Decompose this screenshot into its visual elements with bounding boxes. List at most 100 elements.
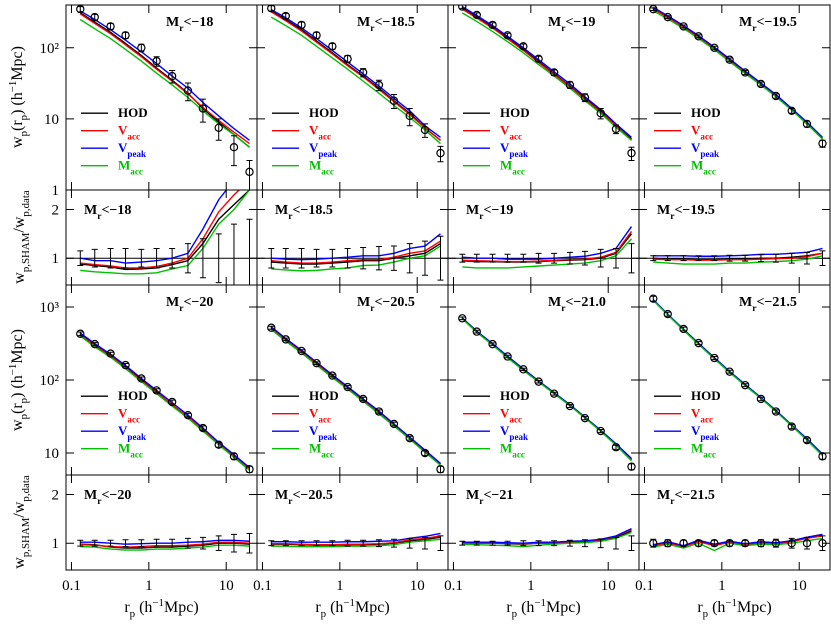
error-bar <box>695 341 702 346</box>
error-bar <box>421 240 428 276</box>
data-point <box>328 371 337 380</box>
error-bar <box>757 81 764 87</box>
legend-name: HOD <box>309 388 339 403</box>
data-point <box>297 20 306 30</box>
data-point <box>183 410 193 420</box>
data-point <box>229 452 239 461</box>
panel-label-part: <−21 <box>483 488 513 503</box>
legend-label: Vacc <box>500 406 522 425</box>
error-bar <box>298 540 305 547</box>
legend-name: V <box>500 406 510 421</box>
x-axis-title-part: −1 <box>725 597 737 609</box>
y-tick-label: 1 <box>52 536 60 552</box>
error-bar <box>459 540 466 546</box>
panel-label: Mr<−20.5 <box>275 488 333 507</box>
data-point <box>565 401 575 411</box>
legend-name: M <box>309 158 321 173</box>
plot-area <box>649 533 827 552</box>
y-tick-label: 1 <box>52 183 60 199</box>
y-axis-title-part: Mpc) <box>9 329 26 364</box>
error-bar <box>360 539 367 547</box>
legend-name: V <box>500 123 510 138</box>
error-bar <box>612 247 619 269</box>
x-tick-label: 0.1 <box>253 578 272 594</box>
error-bar <box>551 540 558 547</box>
x-axis-title-part: Mpc) <box>546 599 581 616</box>
panel-label-part: M <box>166 15 179 30</box>
error-bar <box>473 540 480 546</box>
legend-name: HOD <box>500 105 530 120</box>
data-point <box>503 352 512 361</box>
legend-name: V <box>309 140 319 155</box>
error-bar <box>473 329 480 334</box>
y-axis-title-part: p <box>18 130 30 136</box>
y-axis-title-part: p,data <box>20 190 32 216</box>
legend-name: HOD <box>118 105 148 120</box>
data-point <box>596 426 605 436</box>
x-axis-title-part: p <box>512 608 518 620</box>
error-bar <box>520 253 527 263</box>
legend-name: V <box>691 423 701 438</box>
error-bar <box>199 536 206 550</box>
panel: 0.1 1 10 Mr<−21 <box>444 474 640 594</box>
legend-label: Vacc <box>118 123 140 142</box>
series-line <box>80 539 250 545</box>
error-bar <box>268 247 275 269</box>
error-bar <box>344 539 351 547</box>
y-tick-label: 10³ <box>40 300 60 316</box>
data-point <box>267 323 276 332</box>
data-point <box>121 31 130 40</box>
data-point <box>580 413 590 423</box>
data-point <box>649 539 658 548</box>
plot-area <box>76 329 254 474</box>
y-axis-title-part: −1 <box>7 364 19 376</box>
legend-sub: peak <box>318 149 338 159</box>
data-point <box>121 360 130 370</box>
error-bar <box>268 325 275 330</box>
legend-label: HOD <box>500 105 530 120</box>
legend-label: Vacc <box>309 123 331 142</box>
error-bar <box>680 326 687 332</box>
x-tick-label: 10 <box>410 578 425 594</box>
data-point <box>663 539 672 548</box>
error-bar <box>77 250 84 267</box>
panel: 0.1 1 10 Mr<−20.5 <box>253 474 449 594</box>
y-axis-title-part: w <box>11 272 28 284</box>
panel-label-part: r <box>370 24 375 34</box>
series-line <box>80 544 250 551</box>
x-tick-label: 0.1 <box>62 578 81 594</box>
data-point <box>374 80 384 90</box>
legend-label: Vacc <box>118 406 140 425</box>
error-bar <box>772 93 779 99</box>
error-bar <box>122 363 129 368</box>
data-point <box>771 407 781 416</box>
error-bar <box>199 98 206 123</box>
error-bar <box>566 404 573 409</box>
x-axis-title: rp (h−1Mpc) <box>315 597 389 620</box>
plot-area <box>257 233 448 281</box>
legend-label: Vpeak <box>691 140 720 159</box>
legend-name: V <box>500 423 510 438</box>
legend-name: M <box>118 441 130 456</box>
error-bar <box>489 253 496 263</box>
data-point <box>405 111 414 121</box>
legend-sub: acc <box>703 450 716 460</box>
legend-sub: acc <box>700 415 713 425</box>
data-point <box>818 139 827 148</box>
data-point <box>740 380 750 390</box>
data-point <box>458 314 467 323</box>
error-bar <box>788 424 795 430</box>
legend-name: V <box>309 123 319 138</box>
data-point <box>611 443 621 452</box>
panel-label-part: <−18.5 <box>292 203 332 218</box>
panel-label-part: <−21.0 <box>565 295 605 310</box>
legend-label: Macc <box>118 158 143 177</box>
legend-label: Macc <box>309 441 334 460</box>
data-point <box>343 382 352 392</box>
error-bar <box>199 238 206 279</box>
error-bar <box>772 409 779 414</box>
data-point <box>740 68 750 77</box>
error-bar <box>329 540 336 547</box>
error-bar <box>122 247 129 269</box>
